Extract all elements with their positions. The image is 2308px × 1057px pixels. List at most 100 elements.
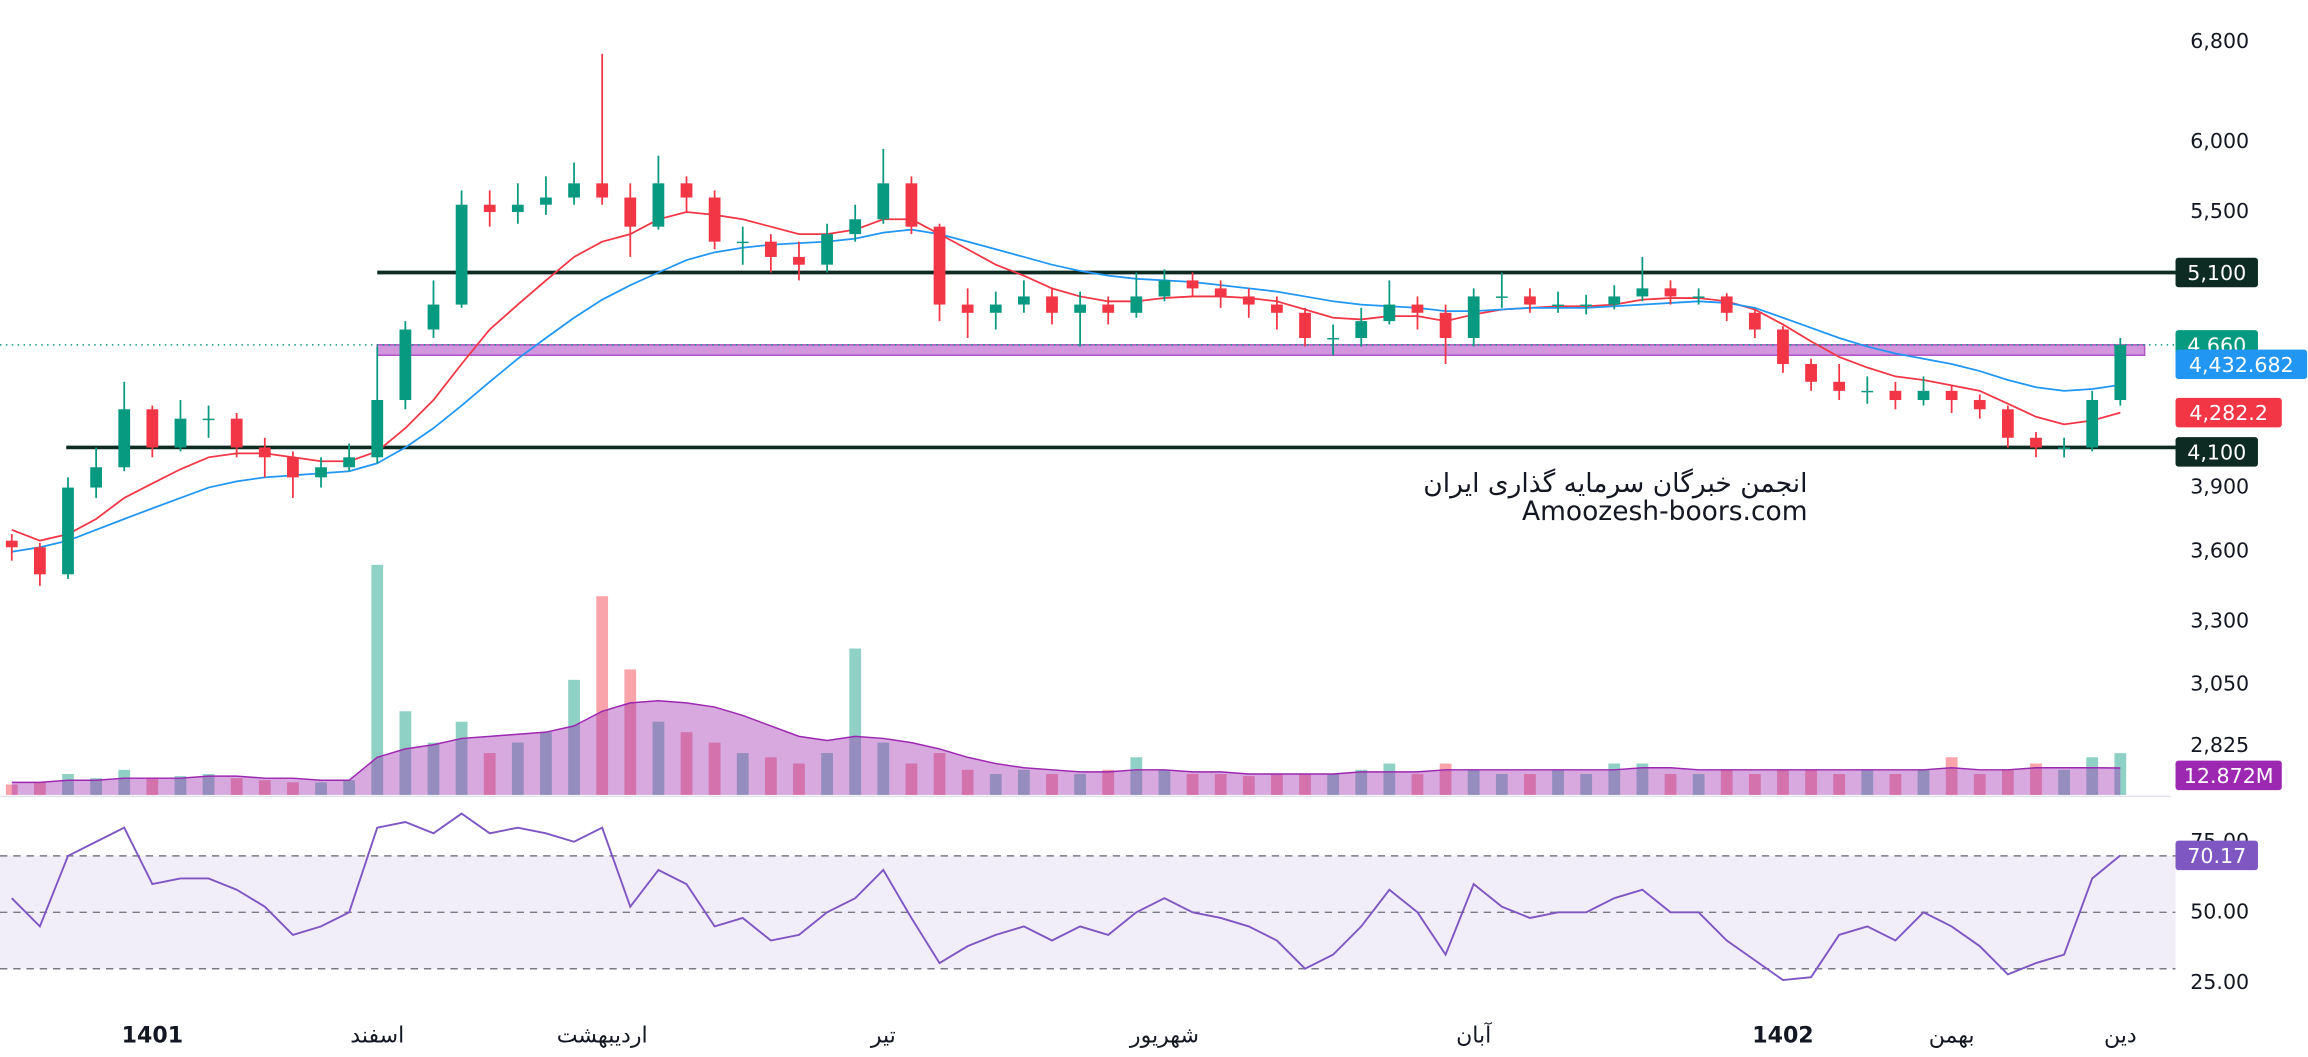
volume-bar bbox=[1130, 757, 1143, 795]
y-tick-label: 3,600 bbox=[2190, 539, 2249, 563]
candle-body bbox=[989, 304, 1002, 313]
volume-bar bbox=[905, 763, 918, 795]
volume-bar bbox=[1552, 769, 1564, 795]
rsi-badge-label: 70.17 bbox=[2187, 844, 2246, 868]
volume-bar bbox=[315, 782, 327, 795]
candle-body bbox=[652, 183, 665, 227]
x-tick-label: اسفند bbox=[350, 1023, 404, 1048]
candle-body bbox=[1833, 381, 1846, 391]
volume-bar bbox=[427, 742, 440, 795]
volume-bar bbox=[1917, 769, 1930, 795]
candle-body bbox=[1271, 304, 1283, 313]
candles bbox=[5, 53, 2127, 586]
level-badge-bg bbox=[2175, 437, 2258, 467]
candle-body bbox=[1383, 304, 1396, 322]
candle-body bbox=[1777, 329, 1789, 364]
candle-body bbox=[34, 547, 46, 575]
y-tick-label: 3,900 bbox=[2190, 475, 2249, 499]
candle-body bbox=[343, 457, 356, 468]
candle-body bbox=[202, 418, 215, 421]
volume-bar bbox=[1158, 769, 1171, 795]
x-tick-label: آبان bbox=[1456, 1021, 1492, 1048]
volume-bar bbox=[624, 669, 637, 795]
y-tick-label: 6,800 bbox=[2190, 29, 2249, 53]
candle-body bbox=[1158, 280, 1171, 297]
volume-bar bbox=[511, 742, 524, 795]
candle-body bbox=[1242, 296, 1255, 305]
candle-body bbox=[1046, 296, 1058, 313]
volume-bar bbox=[483, 753, 496, 795]
candle-body bbox=[1355, 321, 1368, 338]
volume-bar bbox=[596, 596, 609, 795]
volume-bar bbox=[1186, 774, 1199, 795]
volume-bar bbox=[1833, 774, 1846, 795]
y-tick-label: 3,050 bbox=[2190, 672, 2249, 696]
volume-bar bbox=[680, 732, 693, 795]
volume-bar bbox=[736, 753, 749, 795]
x-tick-label: 1402 bbox=[1752, 1023, 1813, 1048]
candle-body bbox=[1524, 296, 1536, 305]
candle-body bbox=[1720, 296, 1733, 313]
x-tick-label: 1401 bbox=[122, 1023, 183, 1048]
volume-ma-area bbox=[11, 700, 2121, 795]
candle-body bbox=[1074, 304, 1086, 313]
volume-bars bbox=[5, 564, 2127, 795]
volume-bar bbox=[1355, 769, 1368, 795]
candle-body bbox=[2086, 400, 2099, 448]
volume-bar bbox=[1889, 774, 1902, 795]
candle-body bbox=[1411, 304, 1424, 313]
volume-bar bbox=[2086, 757, 2099, 795]
volume-bar bbox=[258, 780, 271, 795]
level-badge-bg bbox=[2175, 257, 2258, 288]
candle-body bbox=[371, 400, 384, 458]
ma-badge-bg bbox=[2175, 349, 2308, 380]
volume-bar bbox=[1580, 774, 1593, 795]
candle-body bbox=[1186, 280, 1199, 289]
volume-bar bbox=[1524, 774, 1536, 795]
candle-body bbox=[1636, 288, 1649, 297]
volume-bar bbox=[708, 742, 721, 795]
candle-body bbox=[680, 183, 693, 198]
volume-ma-badge-bg bbox=[2175, 760, 2282, 791]
volume-bar bbox=[1777, 769, 1789, 795]
candle-body bbox=[1945, 390, 1958, 401]
candle-body bbox=[1495, 296, 1508, 298]
volume-bar bbox=[1692, 774, 1705, 795]
candle-body bbox=[1552, 304, 1564, 307]
candle-body bbox=[1608, 296, 1621, 305]
candle-body bbox=[1973, 400, 1986, 410]
y-tick-label: 3,300 bbox=[2190, 608, 2249, 632]
candle-body bbox=[5, 540, 18, 548]
candle-body bbox=[2114, 344, 2127, 401]
volume-bar bbox=[455, 721, 468, 795]
moving-average bbox=[11, 228, 2121, 553]
candle-body bbox=[568, 183, 580, 198]
volume-bar bbox=[1805, 769, 1817, 795]
volume-bar bbox=[5, 784, 18, 795]
volume-bar bbox=[1945, 757, 1958, 795]
volume-bar bbox=[1608, 763, 1621, 795]
volume-bar bbox=[2058, 769, 2070, 795]
ma-badge: 4,432.682 bbox=[2175, 349, 2308, 380]
volume-bar bbox=[202, 774, 215, 795]
volume-bar bbox=[540, 732, 552, 795]
volume-bar bbox=[1467, 769, 1480, 795]
y-tick-label: 2,825 bbox=[2190, 733, 2249, 757]
volume-bar bbox=[1074, 774, 1086, 795]
volume-bar bbox=[1973, 774, 1986, 795]
candle-body bbox=[146, 409, 159, 448]
candle-body bbox=[399, 329, 412, 401]
volume-bar bbox=[961, 769, 974, 795]
volume-bar bbox=[2114, 753, 2127, 795]
volume-bar bbox=[989, 774, 1002, 795]
candle-body bbox=[2030, 437, 2042, 448]
volume-bar bbox=[174, 776, 187, 795]
volume-bar bbox=[1327, 774, 1340, 795]
volume-bar bbox=[1861, 769, 1874, 795]
x-tick-label: دین bbox=[2104, 1023, 2137, 1048]
volume-bar bbox=[1017, 769, 1030, 795]
moving-average bbox=[11, 211, 2121, 542]
candle-body bbox=[315, 467, 327, 478]
